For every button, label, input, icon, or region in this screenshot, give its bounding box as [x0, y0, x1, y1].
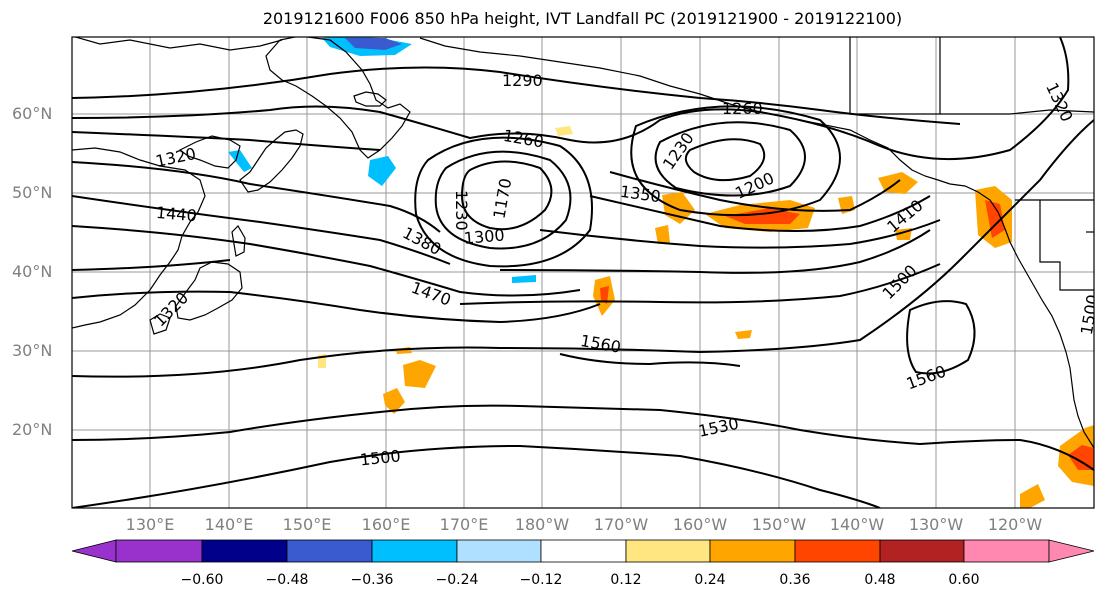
lat-label: 40°N: [12, 262, 53, 281]
contour-label: 1500: [1077, 293, 1103, 336]
contour-label: 1290: [502, 71, 543, 90]
lon-label: 130°E: [125, 515, 175, 534]
contour-label: 1230: [452, 190, 471, 231]
colorbar-bin: [286, 539, 373, 563]
colorbar-bin: [879, 539, 965, 563]
colorbar-bin: [540, 539, 627, 563]
colorbar-tick-label: 0.24: [694, 572, 726, 588]
colorbar-bin: [115, 539, 203, 563]
colorbar-tick-label: 0.60: [948, 572, 980, 588]
lon-label: 170°W: [593, 515, 649, 534]
shade-blue-small: [512, 275, 536, 283]
contour-label: 1300: [463, 225, 505, 247]
contour-label: 1440: [155, 203, 197, 225]
height-contours: [72, 37, 1094, 508]
lat-label: 50°N: [12, 183, 53, 202]
lon-label: 140°W: [829, 515, 885, 534]
lon-label: 130°W: [908, 515, 964, 534]
colorbar-tick-label: −0.48: [265, 572, 309, 588]
colorbar-tick-label: 0.48: [864, 572, 896, 588]
shade-red-2: [600, 286, 609, 304]
lat-label: 60°N: [12, 104, 53, 123]
colorbar: [71, 539, 1095, 563]
shade-yellow-2: [655, 225, 670, 244]
shade-blue-okh: [228, 150, 252, 172]
lat-label: 20°N: [12, 420, 53, 439]
lon-label: 150°W: [751, 515, 807, 534]
lon-label: 150°E: [282, 515, 332, 534]
lon-label: 170°E: [439, 515, 489, 534]
lon-label: 120°W: [987, 515, 1043, 534]
colorbar-tick-label: 0.36: [779, 572, 811, 588]
lon-label: 140°E: [204, 515, 254, 534]
colorbar-tick-label: −0.36: [350, 572, 394, 588]
colorbar-tick-label: 0.12: [610, 572, 642, 588]
contour-label: 1260: [722, 99, 763, 118]
colorbar-arrow-right: [1048, 539, 1095, 563]
colorbar-tick-label: −0.60: [180, 572, 224, 588]
lon-label: 160°W: [672, 515, 728, 534]
colorbar-arrow-left: [71, 539, 117, 563]
shade-red-cal: [985, 200, 1005, 238]
colorbar-tick-label: −0.12: [519, 572, 563, 588]
lat-label: 30°N: [12, 341, 53, 360]
colorbar-bin: [963, 539, 1050, 563]
shade-orange-1: [662, 192, 695, 224]
shade-blue-kam: [368, 156, 396, 186]
colorbar-bin: [456, 539, 542, 563]
map-border: [71, 36, 1095, 509]
coastlines: [72, 37, 1094, 449]
colorbar-bin: [201, 539, 288, 563]
lon-label: 180°W: [514, 515, 570, 534]
shade-yellow-1: [555, 126, 573, 136]
colorbar-bin: [794, 539, 881, 563]
shade-orange-6: [1020, 484, 1045, 508]
colorbar-bin: [371, 539, 458, 563]
map-title: 2019121600 F006 850 hPa height, IVT Land…: [262, 9, 903, 28]
shade-red-5: [1068, 445, 1094, 470]
lon-label: 160°E: [361, 515, 411, 534]
shade-orange-3: [403, 360, 436, 388]
colorbar-bin: [625, 539, 711, 563]
contour-label: 1500: [359, 446, 401, 469]
shade-yellow-3: [735, 330, 752, 339]
shade-darkblue-top: [345, 38, 402, 50]
shade-orange-4: [383, 388, 405, 414]
colorbar-bin: [709, 539, 796, 563]
colorbar-tick-label: −0.24: [435, 572, 479, 588]
